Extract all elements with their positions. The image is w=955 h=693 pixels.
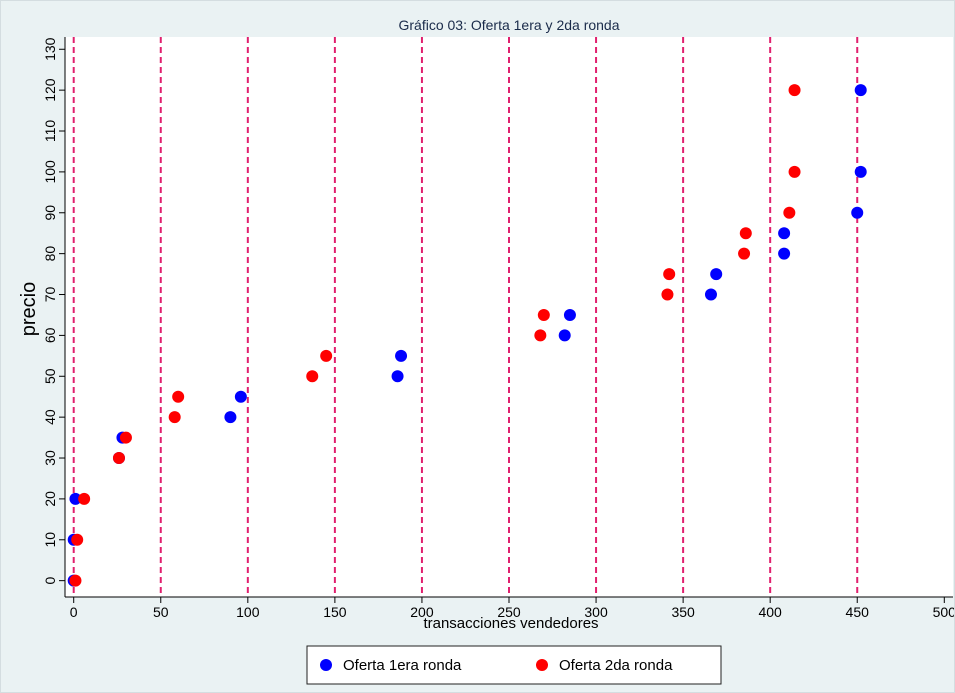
x-axis-title: transacciones vendedores [423,615,598,632]
chart-title: Gráfico 03: Oferta 1era y 2da ronda [398,17,619,33]
y-tick-label: 50 [42,368,58,384]
legend-marker-series-2 [536,659,548,671]
y-tick-label: 110 [42,120,58,143]
data-point-series-1 [224,411,237,424]
data-point-series-1 [778,227,791,240]
data-point-series-1 [563,308,576,321]
x-tick-label: 150 [323,604,347,620]
x-tick-label: 0 [70,604,78,620]
data-point-series-1 [851,206,864,219]
x-tick-label: 50 [153,604,169,620]
data-point-series-2 [69,574,82,587]
data-point-series-1 [710,268,723,281]
y-tick-label: 30 [42,450,58,466]
data-point-series-2 [788,84,801,97]
data-point-series-2 [788,165,801,178]
y-tick-label: 0 [42,577,58,585]
data-point-series-1 [704,288,717,301]
data-point-series-1 [778,247,791,260]
data-point-series-2 [739,227,752,240]
y-tick-label: 70 [42,287,58,303]
y-tick-label: 20 [42,491,58,507]
x-tick-label: 450 [846,604,870,620]
data-point-series-2 [172,390,185,403]
data-point-series-2 [78,492,91,505]
x-tick-label: 200 [410,604,434,620]
data-point-series-2 [738,247,751,260]
data-point-series-2 [783,206,796,219]
data-point-series-2 [320,349,333,362]
legend-label-series-2: Oferta 2da ronda [559,657,673,674]
y-axis-title: precio [18,282,40,336]
data-point-series-2 [534,329,547,342]
data-point-series-1 [234,390,247,403]
data-point-series-2 [661,288,674,301]
x-tick-label: 500 [933,604,954,620]
data-point-series-2 [537,308,550,321]
data-point-series-1 [69,492,82,505]
y-tick-label: 10 [42,532,58,548]
data-point-series-2 [306,370,319,383]
y-tick-label: 90 [42,205,58,221]
data-point-series-1 [854,165,867,178]
x-tick-label: 100 [236,604,260,620]
y-tick-label: 100 [42,160,58,184]
y-tick-label: 60 [42,327,58,343]
data-point-series-1 [854,84,867,97]
data-point-series-2 [663,268,676,281]
y-tick-label: 40 [42,409,58,425]
y-tick-label: 130 [42,37,58,61]
y-tick-label: 120 [42,78,58,102]
data-point-series-2 [119,431,132,444]
legend: Oferta 1era ronda Oferta 2da ronda [306,645,722,685]
y-tick-label: 80 [42,246,58,262]
x-tick-label: 250 [497,604,521,620]
legend-box [306,645,722,685]
legend-marker-series-1 [320,659,332,671]
data-point-series-1 [395,349,408,362]
x-tick-label: 300 [584,604,608,620]
data-point-series-2 [112,452,125,465]
x-tick-label: 400 [758,604,782,620]
data-point-series-2 [168,411,181,424]
x-tick-label: 350 [671,604,695,620]
data-point-series-1 [558,329,571,342]
data-point-series-1 [391,370,404,383]
data-point-series-2 [71,533,84,546]
legend-label-series-1: Oferta 1era ronda [343,657,462,674]
